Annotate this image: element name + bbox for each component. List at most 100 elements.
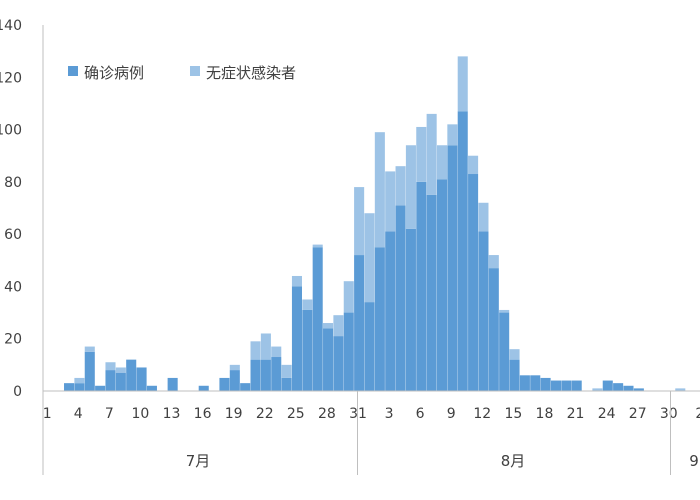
month-label: 8月 — [501, 452, 526, 470]
bar-confirmed — [281, 377, 292, 391]
x-tick-label: 12 — [473, 406, 491, 422]
bar-asymptomatic — [281, 364, 292, 378]
bar-asymptomatic — [250, 341, 261, 360]
bar-confirmed — [602, 380, 613, 391]
bar-confirmed — [146, 385, 157, 391]
bar-confirmed — [95, 385, 106, 391]
x-tick-label: 28 — [318, 406, 336, 422]
bar-confirmed — [105, 370, 116, 391]
bar-confirmed — [623, 385, 634, 391]
bar-confirmed — [519, 375, 530, 391]
bar-confirmed — [426, 194, 437, 391]
bar-asymptomatic — [271, 346, 282, 358]
x-tick-label: 1 — [43, 406, 52, 422]
bar-confirmed — [312, 247, 323, 391]
bar-asymptomatic — [84, 346, 95, 352]
bar-confirmed — [271, 357, 282, 391]
bar-confirmed — [323, 328, 334, 391]
bar-confirmed — [354, 255, 365, 391]
bar-asymptomatic — [675, 388, 686, 391]
y-tick-label: 0 — [13, 384, 22, 400]
bar-confirmed — [136, 367, 147, 391]
x-tick-label: 25 — [287, 406, 305, 422]
bar-asymptomatic — [405, 145, 416, 229]
bar-asymptomatic — [426, 113, 437, 195]
bar-confirmed — [478, 231, 489, 391]
bar-asymptomatic — [509, 349, 520, 360]
bar-asymptomatic — [457, 56, 468, 112]
x-tick-label: 19 — [225, 406, 243, 422]
bar-confirmed — [250, 359, 261, 391]
bar-confirmed — [416, 181, 427, 391]
legend-swatch-asymptomatic — [190, 66, 200, 76]
bar-confirmed — [219, 377, 230, 391]
x-tick-label: 30 — [660, 406, 678, 422]
bar-confirmed — [561, 380, 572, 391]
bar-asymptomatic — [488, 255, 499, 269]
bar-asymptomatic — [416, 126, 427, 182]
bar-asymptomatic — [323, 323, 334, 329]
bar-confirmed — [385, 231, 396, 391]
y-tick-label: 80 — [4, 175, 22, 191]
x-axis: 1 4 7 10 13 16 19 22 25 28 31 3 6 9 12 15 18 21 24 27 30 27月 8… — [42, 390, 700, 475]
bar-asymptomatic — [592, 388, 603, 391]
legend-swatch-confirmed — [68, 66, 78, 76]
x-tick-label: 15 — [504, 406, 522, 422]
bar-confirmed — [115, 372, 126, 391]
bar-asymptomatic — [302, 299, 313, 310]
x-tick-label: 4 — [74, 406, 83, 422]
bar-asymptomatic — [74, 377, 85, 384]
bar-confirmed — [613, 383, 624, 391]
y-tick-label: 40 — [4, 279, 22, 295]
bar-confirmed — [395, 205, 406, 391]
bar-confirmed — [540, 377, 551, 391]
x-tick-label: 2 — [695, 406, 700, 422]
x-tick-label: 6 — [416, 406, 425, 422]
bar-asymptomatic — [333, 315, 344, 337]
bar-asymptomatic — [343, 281, 354, 313]
bar-asymptomatic — [312, 244, 323, 248]
bar-asymptomatic — [478, 202, 489, 232]
bar-asymptomatic — [105, 362, 116, 371]
x-tick-label: 27 — [629, 406, 647, 422]
month-label: 9 — [689, 452, 699, 470]
bar-confirmed — [240, 383, 251, 391]
bar-confirmed — [550, 380, 561, 391]
y-tick-label: 20 — [4, 332, 22, 348]
y-axis: 0 20 40 60 80 100 120 140 — [0, 18, 44, 419]
y-tick-label: 140 — [0, 18, 22, 34]
bar-asymptomatic — [374, 132, 385, 248]
bar-confirmed — [374, 247, 385, 391]
x-tick-label: 24 — [598, 406, 616, 422]
x-tick-label: 9 — [447, 406, 456, 422]
bar-confirmed — [126, 359, 137, 391]
bar-confirmed — [436, 179, 448, 391]
month-label: 7月 — [186, 452, 211, 470]
bar-confirmed — [405, 228, 416, 391]
y-tick-label: 60 — [4, 227, 22, 243]
bar-confirmed — [74, 383, 85, 391]
x-tick-label: 3 — [385, 406, 394, 422]
bar-confirmed — [84, 351, 95, 391]
bar-confirmed — [509, 359, 520, 391]
bar-confirmed — [302, 309, 313, 391]
bar-confirmed — [447, 145, 458, 391]
bar-confirmed — [571, 380, 582, 391]
bar-confirmed — [488, 268, 499, 391]
bar-asymptomatic — [447, 124, 458, 146]
bar-asymptomatic — [385, 171, 396, 232]
bar-confirmed — [499, 312, 510, 391]
legend: 确诊病例 无症状感染者 — [68, 64, 296, 82]
bar-asymptomatic — [354, 187, 365, 256]
bar-asymptomatic — [291, 275, 302, 287]
bar-asymptomatic — [364, 213, 375, 303]
bar-confirmed — [260, 359, 271, 391]
bar-asymptomatic — [468, 155, 479, 175]
x-tick-label: 21 — [567, 406, 585, 422]
bar-confirmed — [468, 174, 479, 391]
legend-label-confirmed: 确诊病例 — [84, 64, 144, 82]
x-tick-label: 16 — [194, 406, 212, 422]
bar-asymptomatic — [499, 309, 510, 313]
bar-confirmed — [333, 336, 344, 391]
